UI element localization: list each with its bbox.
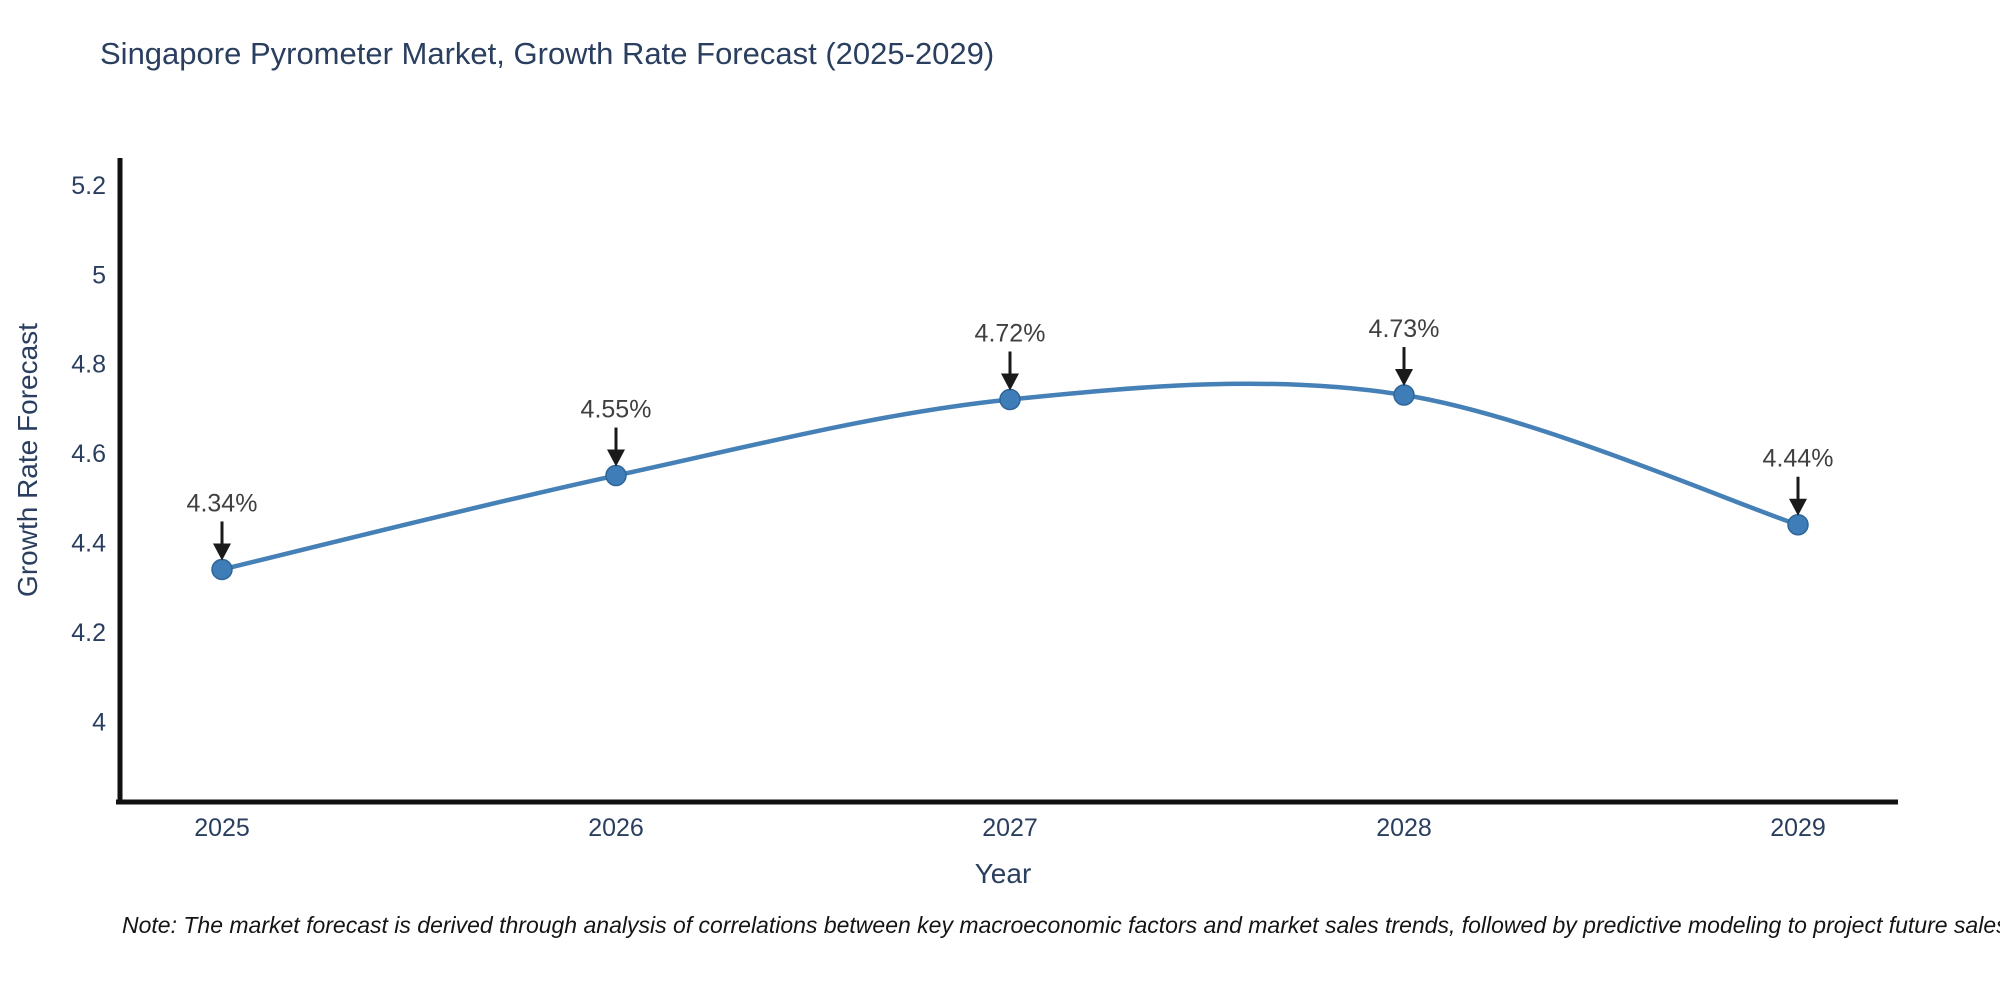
y-tick-label: 4.4 [71,530,106,558]
annotation-arrowhead [1395,369,1413,387]
x-tick-label: 2029 [1770,814,1826,842]
annotation-label: 4.55% [581,396,652,424]
y-tick-label: 4.6 [71,440,106,468]
x-tick-label: 2028 [1376,814,1432,842]
y-tick-label: 4.8 [71,351,106,379]
y-tick-label: 5.2 [71,172,106,200]
annotation-arrowhead [1789,498,1807,516]
annotation-label: 4.72% [975,320,1046,348]
annotation-label: 4.34% [187,489,258,517]
annotation-arrowhead [607,449,625,467]
annotation-arrowhead [1001,373,1019,391]
annotation-arrowhead [213,543,231,561]
y-tick-label: 5 [92,261,106,289]
x-tick-label: 2027 [982,814,1038,842]
data-point-marker[interactable] [211,558,233,581]
page-title: Singapore Pyrometer Market, Growth Rate … [100,36,995,71]
data-point-marker[interactable] [605,464,627,487]
y-tick-label: 4 [92,709,106,737]
x-tick-label: 2025 [194,814,250,842]
annotation-label: 4.73% [1369,315,1440,343]
series-line [219,381,1801,572]
data-point-marker[interactable] [1393,384,1415,406]
data-point-marker[interactable] [999,388,1021,411]
data-point-marker[interactable] [1787,513,1809,536]
x-tick-label: 2026 [588,814,644,842]
y-tick-label: 4.2 [71,619,106,647]
x-axis-title: Year [974,858,1032,889]
footnote: Note: The market forecast is derived thr… [122,912,2000,938]
annotation-label: 4.44% [1763,445,1834,473]
